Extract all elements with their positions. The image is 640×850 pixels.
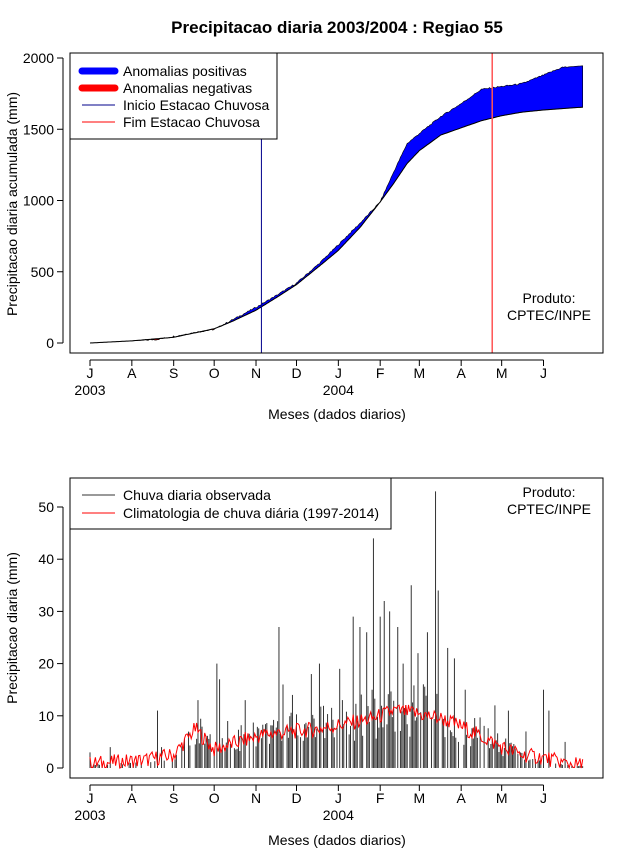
cumulative-legend-label: Anomalias negativas	[123, 80, 252, 96]
cumulative-xlabel: Meses (dados diarios)	[268, 406, 406, 422]
daily-x-tick-label: S	[169, 790, 178, 806]
cumulative-y-tick-label: 1500	[23, 121, 54, 137]
cumulative-legend-label: Fim Estacao Chuvosa	[123, 114, 260, 130]
cumulative-annotation-line-2: CPTEC/INPE	[507, 307, 591, 323]
daily-y-tick-label: 40	[38, 551, 54, 567]
cumulative-x-tick-label: M	[413, 365, 425, 381]
cumulative-x-tick-label: J	[335, 365, 342, 381]
cumulative-x-tick-label: D	[291, 365, 301, 381]
daily-legend: Chuva diaria observada Climatologia de ch…	[69, 477, 392, 530]
daily-plot-area	[89, 491, 584, 770]
daily-x-tick-label: M	[413, 790, 425, 806]
daily-y-tick-label: 30	[38, 603, 54, 619]
daily-y-tick-label: 0	[46, 760, 54, 776]
climatology-daily-line	[89, 704, 584, 770]
daily-x-tick-label: M	[496, 790, 508, 806]
daily-x-tick-label: J	[87, 790, 94, 806]
cumulative-y-tick-label: 1000	[23, 193, 54, 209]
cumulative-x-tick-label: N	[251, 365, 261, 381]
cumulative-year-label: 2004	[323, 382, 354, 398]
daily-legend-label: Climatologia de chuva diária (1997-2014)	[123, 505, 379, 521]
daily-year-label: 2004	[323, 807, 354, 823]
climatology-cumulative-line	[89, 106, 583, 344]
daily-x-tick-label: N	[251, 790, 261, 806]
cumulative-x-tick-label: J	[540, 365, 547, 381]
daily-annotation-line-2: CPTEC/INPE	[507, 501, 591, 517]
cumulative-y-tick-label: 500	[31, 264, 55, 280]
positive-anomaly-area	[223, 201, 381, 326]
daily-year-label: 2003	[74, 807, 105, 823]
cumulative-x-tick-label: J	[87, 365, 94, 381]
daily-y-tick-label: 50	[38, 499, 54, 515]
cumulative-x-tick-label: O	[209, 365, 220, 381]
cumulative-legend-label: Inicio Estacao Chuvosa	[123, 97, 270, 113]
daily-legend-label: Chuva diaria observada	[123, 487, 271, 503]
daily-x-tick-label: A	[127, 790, 137, 806]
cumulative-x-tick-label: A	[457, 365, 467, 381]
cumulative-plot-frame	[69, 52, 604, 354]
daily-x-tick-label: O	[209, 790, 220, 806]
positive-anomaly-area	[381, 65, 583, 202]
daily-x-tick-label: J	[335, 790, 342, 806]
daily-y-tick-label: 10	[38, 708, 54, 724]
cumulative-ylabel: Precipitacao diaria acumulada (mm)	[4, 92, 20, 316]
cumulative-x-tick-label: S	[169, 365, 178, 381]
daily-ylabel: Precipitacao diaria (mm)	[4, 552, 20, 704]
daily-annotation-line-1: Produto:	[523, 484, 576, 500]
chart-title: Precipitacao diaria 2003/2004 : Regiao 5…	[171, 18, 503, 37]
daily-y-tick-label: 20	[38, 656, 54, 672]
daily-x-tick-label: F	[376, 790, 385, 806]
cumulative-legend-box	[69, 52, 278, 140]
daily-legend-box	[69, 477, 392, 530]
cumulative-year-label: 2003	[74, 382, 105, 398]
cumulative-x-tick-label: F	[376, 365, 385, 381]
daily-xlabel: Meses (dados diarios)	[268, 832, 406, 848]
cumulative-annotation-line-1: Produto:	[523, 290, 576, 306]
daily-x-tick-label: D	[291, 790, 301, 806]
cumulative-y-tick-label: 2000	[23, 50, 54, 66]
cumulative-legend-label: Anomalias positivas	[123, 63, 247, 79]
daily-x-tick-label: J	[540, 790, 547, 806]
cumulative-y-tick-label: 0	[46, 335, 54, 351]
daily-x-tick-label: A	[457, 790, 467, 806]
cumulative-x-tick-label: M	[496, 365, 508, 381]
cumulative-x-tick-label: A	[127, 365, 137, 381]
